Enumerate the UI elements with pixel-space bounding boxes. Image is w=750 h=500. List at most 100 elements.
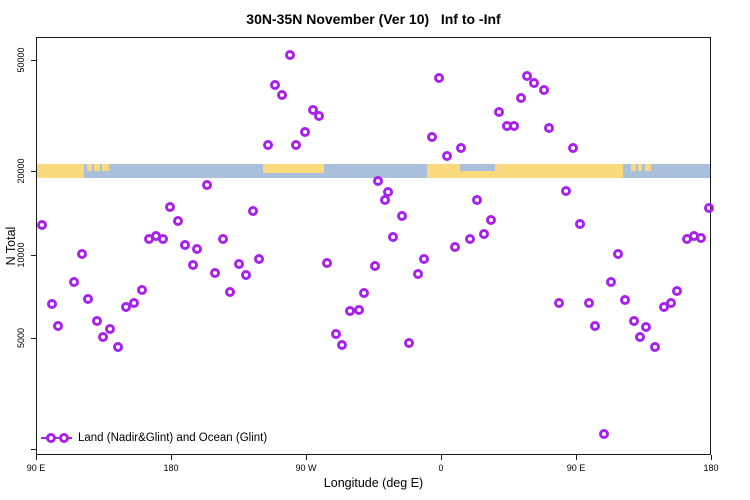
x-tick-label: 180 [163,463,179,473]
data-point [218,233,228,244]
data-point [434,72,444,83]
map-band [37,164,710,178]
data-point [225,286,236,297]
y-axis-tick [31,338,36,340]
data-point [479,228,489,239]
data-point [36,219,47,230]
data-point [486,215,497,226]
data-point [561,186,572,197]
y-tick-label: 50000 [16,47,26,73]
data-point [47,298,57,309]
data-point [300,127,311,138]
data-point [441,151,452,162]
y-axis-tick [31,449,36,451]
data-point [285,50,296,61]
data-point [276,89,287,100]
y-axis-tick [31,254,36,256]
land-segment [644,164,651,172]
land-segment [94,164,100,172]
y-tick-label: 10000 [16,242,26,268]
data-point [254,253,264,264]
data-point [240,269,251,280]
data-point [413,268,423,279]
data-point [359,287,369,298]
data-point [387,231,398,242]
data-point [129,297,140,308]
data-point [369,260,380,271]
data-point [696,232,707,243]
data-point [354,305,365,316]
data-point [641,322,651,333]
x-axis-tick [36,455,37,460]
legend-marker-icon [41,433,72,443]
data-point [321,257,332,268]
data-point [201,180,212,191]
y-tick-label: 5000 [16,328,26,349]
data-point [165,202,176,213]
x-tick-label: 180 [703,463,719,473]
data-point [584,297,594,308]
data-point [471,195,482,206]
data-point [509,121,519,132]
data-point [308,104,318,115]
data-point [158,233,168,244]
land-segment [87,164,92,172]
data-point [494,106,504,117]
land-segment [631,164,636,172]
land-segment [494,164,623,178]
data-point [314,110,324,121]
data-point [330,329,341,340]
x-axis-tick [711,455,712,460]
y-tick-label: 20000 [16,158,26,184]
data-point [650,342,660,353]
data-point [539,84,549,95]
chart-title: 30N-35N November (Ver 10) Inf to -Inf [246,11,501,27]
data-point [575,218,585,229]
land-segment [262,164,325,174]
land-segment [637,164,643,172]
legend-line-icon [41,437,72,439]
data-point [113,342,123,353]
legend: Land (Nadir&Glint) and Ocean (Glint) [41,432,267,444]
x-tick-label: 0 [438,463,444,473]
data-point [92,316,102,327]
data-point [137,284,147,295]
data-point [53,321,63,332]
data-point [263,140,273,151]
legend-circle-icon [46,433,56,443]
x-axis-tick [576,455,577,460]
data-point [543,122,554,133]
data-point [380,195,390,206]
data-point [629,315,639,326]
data-point [345,306,356,317]
land-segment [37,164,85,178]
data-point [465,233,476,244]
data-point [173,216,183,227]
data-point [704,203,714,214]
y-axis-tick [31,170,36,172]
data-point [188,259,198,270]
data-point [528,77,539,88]
data-point [456,143,467,154]
data-point [450,242,461,253]
land-segment [460,171,495,178]
x-axis-label: Longitude (deg E) [323,476,424,490]
data-point [522,70,533,81]
data-point [120,302,131,313]
data-point [270,80,281,91]
legend-label: Land (Nadir&Glint) and Ocean (Glint) [78,432,268,444]
data-point [105,324,116,335]
data-point [672,285,683,296]
data-point [396,210,407,221]
data-point [180,240,191,251]
data-point [336,340,347,351]
data-point [83,293,93,304]
data-point [590,321,600,332]
legend-circle-icon [59,433,69,443]
data-point [192,243,203,254]
data-point [248,205,258,216]
data-point [98,332,108,343]
data-point [516,92,527,103]
data-point [666,297,677,308]
